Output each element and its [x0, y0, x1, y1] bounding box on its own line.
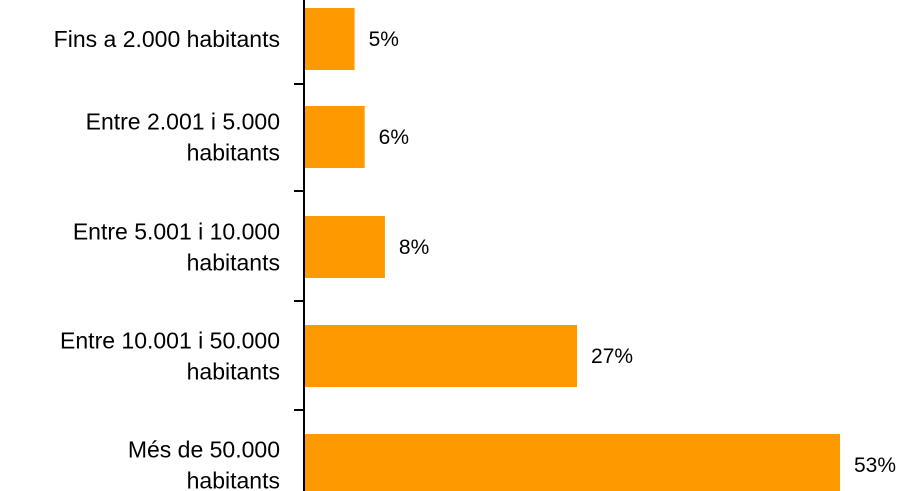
bar-5 [304, 434, 840, 491]
category-label-2-line-1: Entre 2.001 i 5.000 [86, 109, 280, 135]
value-label-5: 53% [854, 454, 896, 477]
category-label-5-line-2: habitants [187, 468, 280, 491]
bar-3 [304, 216, 385, 278]
value-label-4: 27% [591, 345, 633, 368]
bar-2 [304, 106, 365, 168]
category-labels: Fins a 2.000 habitants Entre 2.001 i 5.00… [54, 26, 280, 491]
category-axis [294, 0, 305, 491]
category-label-3-line-1: Entre 5.001 i 10.000 [73, 219, 280, 245]
bars-group [304, 8, 840, 491]
category-label-3-line-2: habitants [187, 250, 280, 276]
value-label-2: 6% [379, 126, 409, 149]
category-label-2-line-2: habitants [187, 140, 280, 166]
category-label-5-line-1: Més de 50.000 [128, 437, 280, 463]
value-label-1: 5% [369, 28, 399, 51]
bar-4 [304, 325, 578, 387]
value-label-3: 8% [399, 236, 429, 259]
bar-1 [304, 8, 355, 70]
value-labels: 5% 6% 8% 27% 53% [369, 28, 896, 477]
category-label-4-line-1: Entre 10.001 i 50.000 [60, 328, 280, 354]
category-label-1-line-1: Fins a 2.000 habitants [54, 26, 280, 52]
category-label-4-line-2: habitants [187, 359, 280, 385]
